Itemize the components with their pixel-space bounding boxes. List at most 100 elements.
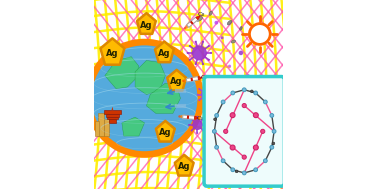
Bar	[96, 121, 99, 136]
Polygon shape	[146, 83, 180, 113]
Circle shape	[209, 103, 211, 104]
Circle shape	[250, 90, 253, 93]
Ellipse shape	[209, 11, 212, 15]
Circle shape	[209, 85, 211, 86]
Circle shape	[272, 129, 276, 133]
Circle shape	[235, 170, 238, 173]
Ellipse shape	[231, 40, 235, 43]
Circle shape	[243, 171, 246, 175]
Polygon shape	[175, 155, 194, 176]
Polygon shape	[135, 60, 165, 94]
Polygon shape	[187, 115, 189, 119]
Polygon shape	[194, 116, 199, 119]
Polygon shape	[186, 17, 198, 27]
Ellipse shape	[227, 20, 232, 25]
Text: Ag: Ag	[106, 49, 119, 58]
Circle shape	[203, 118, 204, 120]
Circle shape	[191, 118, 193, 120]
Bar	[107, 117, 118, 119]
Polygon shape	[137, 13, 156, 34]
Circle shape	[182, 80, 185, 82]
Circle shape	[214, 21, 218, 25]
Circle shape	[185, 25, 189, 28]
Ellipse shape	[240, 26, 242, 30]
Polygon shape	[100, 38, 124, 65]
Text: O₂: O₂	[200, 75, 208, 80]
Circle shape	[192, 45, 207, 60]
Polygon shape	[191, 78, 193, 81]
Circle shape	[197, 94, 199, 95]
Circle shape	[201, 88, 213, 101]
Circle shape	[239, 51, 243, 55]
Circle shape	[215, 145, 218, 149]
Circle shape	[264, 159, 267, 163]
Circle shape	[270, 114, 274, 117]
Circle shape	[224, 129, 228, 133]
Text: Ag: Ag	[158, 49, 171, 58]
Bar	[106, 114, 119, 117]
Bar	[109, 119, 116, 123]
Circle shape	[261, 129, 265, 133]
Circle shape	[230, 113, 235, 118]
Circle shape	[254, 168, 258, 172]
Circle shape	[249, 24, 270, 44]
Circle shape	[197, 116, 198, 117]
Circle shape	[189, 45, 191, 47]
Circle shape	[253, 145, 258, 150]
Circle shape	[202, 41, 204, 43]
Circle shape	[221, 100, 225, 104]
Circle shape	[192, 119, 203, 130]
Polygon shape	[122, 117, 144, 136]
Circle shape	[214, 99, 215, 101]
Polygon shape	[186, 77, 199, 82]
Text: Ag: Ag	[178, 162, 191, 171]
Circle shape	[215, 114, 218, 117]
Polygon shape	[183, 115, 195, 119]
Circle shape	[203, 85, 205, 86]
Circle shape	[178, 115, 181, 118]
Circle shape	[203, 103, 205, 104]
Circle shape	[195, 63, 197, 65]
Circle shape	[186, 52, 189, 54]
Text: Ag: Ag	[170, 77, 183, 86]
Circle shape	[197, 132, 198, 134]
Circle shape	[195, 41, 197, 43]
Circle shape	[85, 39, 204, 158]
Circle shape	[242, 104, 246, 108]
Polygon shape	[198, 77, 202, 80]
Circle shape	[208, 59, 210, 61]
Circle shape	[212, 129, 216, 133]
Circle shape	[205, 124, 206, 125]
Circle shape	[182, 115, 186, 119]
Circle shape	[203, 130, 204, 131]
Circle shape	[214, 118, 216, 121]
Circle shape	[221, 84, 223, 86]
Bar	[104, 110, 121, 114]
Circle shape	[92, 45, 197, 151]
Circle shape	[191, 130, 193, 131]
Circle shape	[180, 115, 183, 118]
Circle shape	[202, 63, 204, 65]
Polygon shape	[105, 57, 139, 89]
Circle shape	[231, 91, 235, 95]
Circle shape	[186, 78, 190, 82]
Circle shape	[243, 88, 246, 92]
Circle shape	[188, 124, 190, 125]
Circle shape	[230, 145, 235, 150]
Circle shape	[234, 97, 237, 100]
Circle shape	[184, 27, 186, 29]
FancyBboxPatch shape	[204, 77, 284, 186]
Polygon shape	[190, 21, 194, 25]
Circle shape	[253, 113, 258, 118]
Circle shape	[199, 99, 200, 101]
Circle shape	[210, 52, 212, 54]
Circle shape	[187, 23, 191, 27]
Circle shape	[184, 79, 187, 82]
Circle shape	[231, 168, 235, 172]
Circle shape	[264, 100, 267, 104]
Text: O₂: O₂	[197, 116, 205, 121]
Circle shape	[215, 94, 217, 95]
Polygon shape	[196, 16, 200, 20]
Circle shape	[214, 88, 215, 90]
Circle shape	[208, 45, 210, 47]
